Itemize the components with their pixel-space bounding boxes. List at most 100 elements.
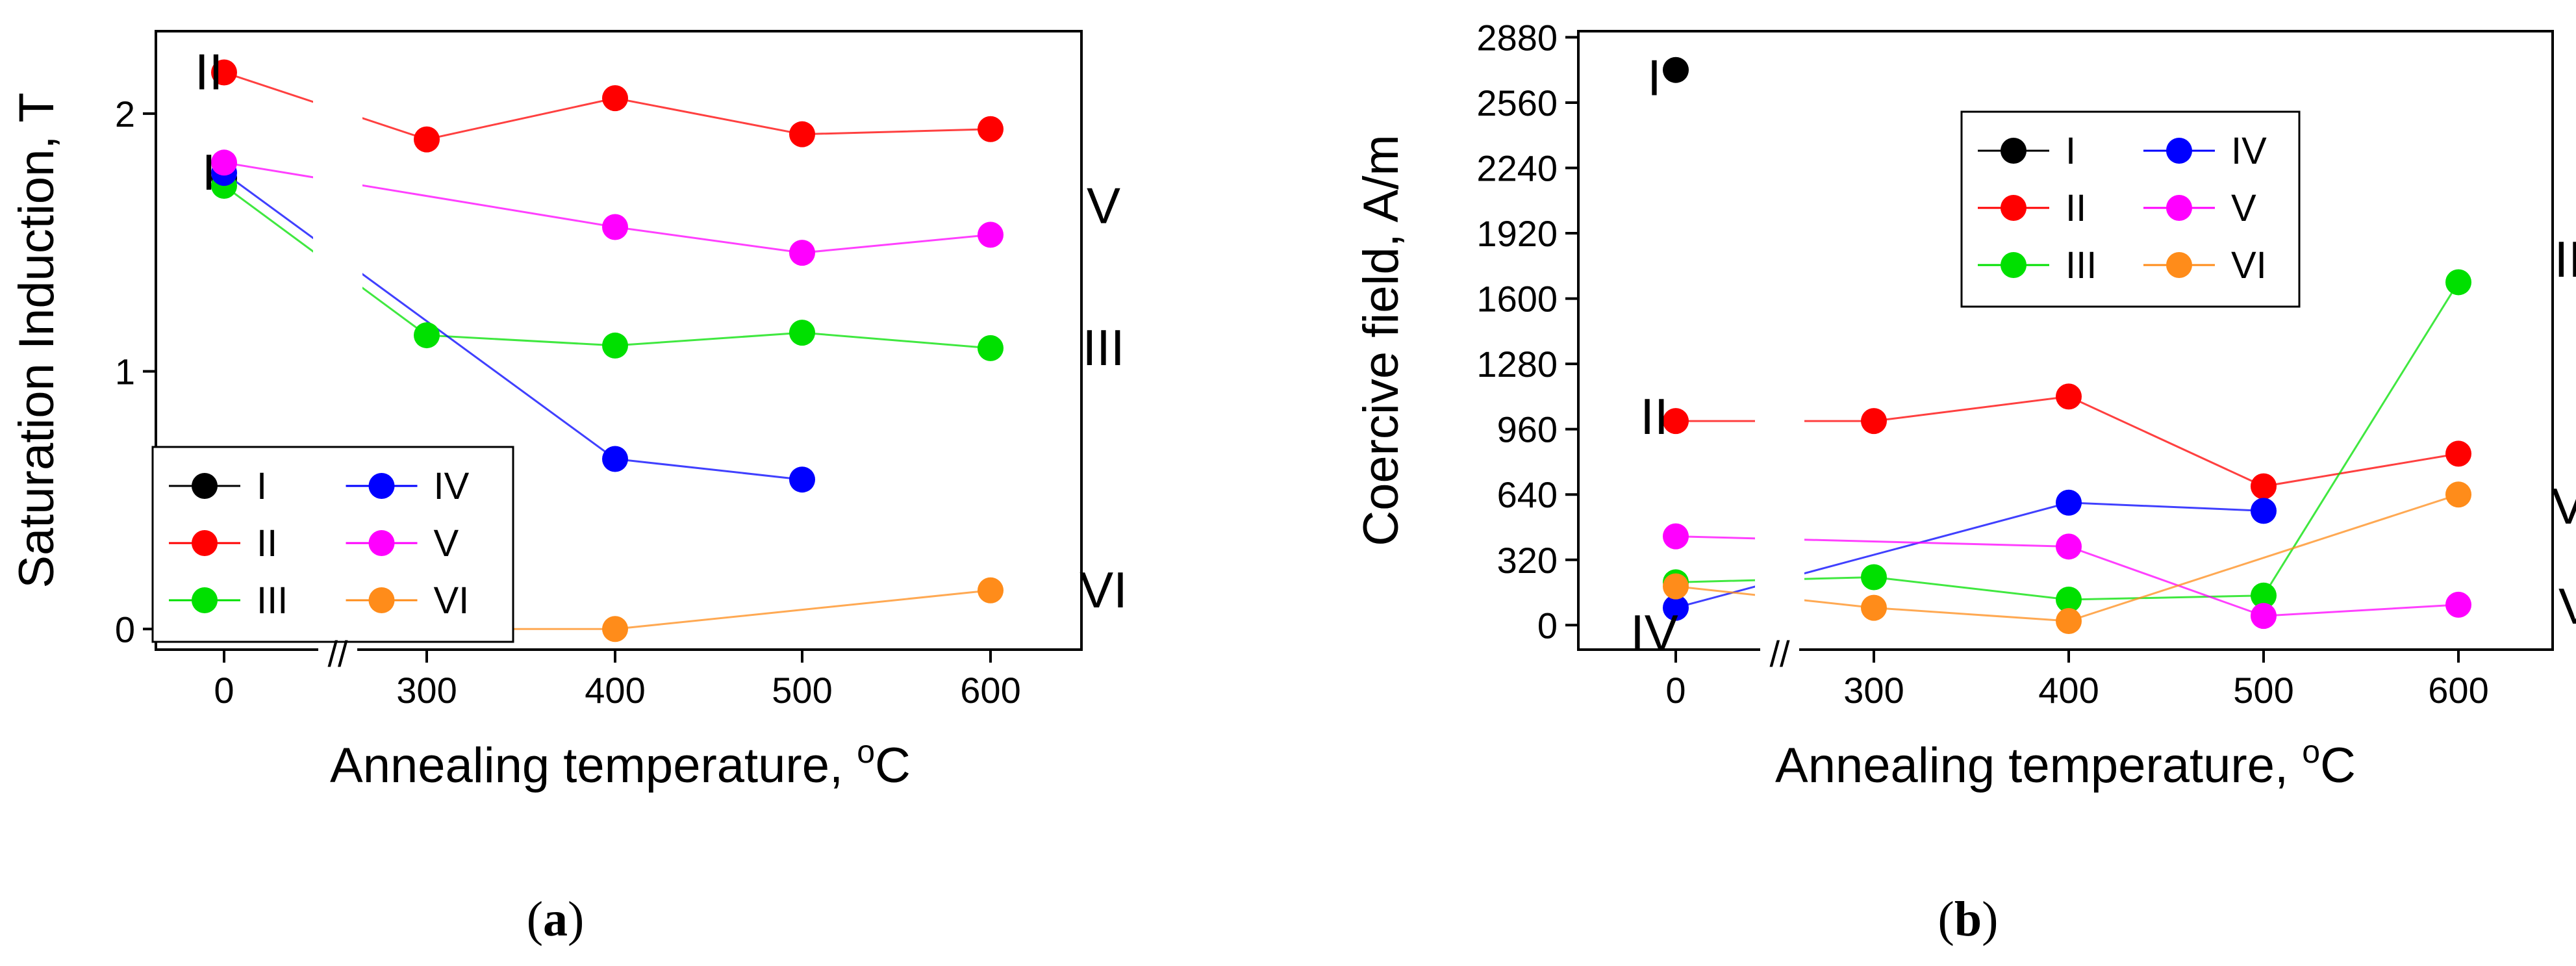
legend-marker-I: [192, 473, 218, 499]
data-point-V: [2251, 603, 2277, 629]
curve-label: II: [195, 43, 223, 100]
y-tick-label: 1280: [1476, 344, 1558, 385]
data-point-II: [602, 85, 628, 112]
data-point-VI: [2445, 481, 2471, 508]
axis-break-gap: [1760, 646, 1799, 654]
y-tick-label: 0: [115, 609, 135, 650]
data-point-VI: [602, 616, 628, 642]
x-tick-label: 300: [1843, 670, 1904, 711]
y-tick-label: 2: [115, 94, 135, 134]
data-point-III: [2445, 269, 2471, 296]
legend-label: III: [2065, 244, 2097, 286]
curve-label: I: [1647, 49, 1661, 106]
x-tick-label: 400: [2038, 670, 2099, 711]
legend-label: I: [2065, 130, 2076, 172]
x-tick-label: 600: [960, 670, 1020, 711]
caption-letter: a: [543, 892, 568, 947]
legend-label: VI: [2231, 244, 2267, 286]
data-point-III: [602, 332, 628, 359]
data-point-IV: [2251, 498, 2277, 524]
data-point-III: [2056, 587, 2082, 613]
data-point-VI: [1663, 573, 1689, 600]
y-tick-label: 2560: [1476, 83, 1558, 123]
legend-label: V: [2231, 187, 2256, 229]
axis-break-gap: [318, 646, 357, 654]
data-point-II: [211, 59, 237, 86]
y-tick-label: 2240: [1476, 148, 1558, 189]
y-tick-label: 960: [1497, 409, 1558, 450]
data-point-V: [789, 240, 815, 266]
x-tick-label: 600: [2428, 670, 2488, 711]
x-axis-title: Annealing temperature, oC: [1775, 733, 2356, 793]
break-gap-mask: [1755, 34, 1804, 647]
data-point-V: [211, 149, 237, 176]
curve-label: III: [1082, 319, 1124, 376]
x-axis-title-text: Annealing temperature,: [330, 738, 857, 793]
caption-close: ): [1982, 892, 1998, 947]
data-point-V: [2056, 533, 2082, 560]
x-tick-label: 0: [1665, 670, 1686, 711]
data-point-VI: [1861, 594, 1887, 621]
y-tick-label: 1600: [1476, 279, 1558, 320]
curve-label: I: [202, 144, 216, 201]
data-point-I: [1663, 57, 1689, 83]
curve-label: IV: [1630, 604, 1678, 661]
y-axis-title: Saturation Induction, T: [9, 92, 64, 588]
curve-label: II: [1640, 388, 1668, 445]
data-point-VI: [978, 577, 1004, 604]
curve-label: V: [2558, 578, 2576, 635]
data-point-II: [1861, 408, 1887, 435]
curve-label: V: [1087, 177, 1120, 235]
legend-marker-II: [2001, 195, 2027, 221]
legend-marker-VI: [368, 587, 395, 613]
data-point-IV: [2056, 489, 2082, 516]
legend-marker-IV: [2166, 138, 2192, 164]
caption-open: (: [527, 892, 543, 947]
panel-caption: (a): [527, 892, 585, 947]
data-point-II: [978, 116, 1004, 142]
data-point-II: [2056, 383, 2082, 410]
series-line-V: [223, 161, 991, 254]
y-tick-label: 640: [1497, 474, 1558, 515]
y-tick-label: 1920: [1476, 213, 1558, 254]
legend-marker-I: [2001, 138, 2027, 164]
data-point-V: [1663, 523, 1689, 550]
data-point-III: [414, 322, 440, 349]
caption-open: (: [1938, 892, 1954, 947]
x-tick-label: 0: [214, 670, 234, 711]
y-tick-label: 2880: [1476, 17, 1558, 58]
chart-panel-a: 0 300 400 500 600 0 1 2 Annealing temperature, o…: [9, 30, 1128, 947]
data-point-II: [1663, 408, 1689, 435]
legend-label: II: [257, 522, 277, 565]
data-point-III: [2251, 582, 2277, 609]
data-point-V: [978, 222, 1004, 248]
legend-label: V: [434, 522, 459, 565]
x-tick-label: 300: [396, 670, 457, 711]
data-point-II: [789, 121, 815, 147]
legend-marker-IV: [368, 473, 395, 499]
data-point-V: [602, 214, 628, 240]
caption-letter: b: [1954, 892, 1982, 947]
data-point-VI: [2056, 608, 2082, 635]
x-axis-unit: C: [875, 738, 911, 793]
data-point-III: [1861, 564, 1887, 591]
x-axis-title-text: Annealing temperature,: [1775, 738, 2302, 793]
data-point-IV: [602, 446, 628, 472]
legend-label: VI: [434, 579, 470, 622]
x-axis-unit: C: [2320, 738, 2356, 793]
axis-break-marker: //: [1769, 633, 1790, 674]
series-line-V: [1675, 535, 2459, 617]
chart-panel-b: 0 300 400 500 600 0 320 640 960 1280 1600 1920 2240 2…: [1354, 17, 2576, 947]
x-axis-title: Annealing temperature, oC: [330, 733, 911, 793]
y-tick-label: 320: [1497, 540, 1558, 581]
data-point-III: [978, 335, 1004, 361]
caption-close: ): [568, 892, 584, 947]
legend-label: I: [257, 465, 267, 507]
x-axis-degree: o: [2302, 733, 2320, 770]
data-point-V: [2445, 591, 2471, 618]
legend-marker-III: [2001, 252, 2027, 278]
x-tick-label: 500: [2233, 670, 2293, 711]
curve-label: III: [2554, 231, 2576, 288]
y-tick-label: 1: [115, 351, 135, 392]
